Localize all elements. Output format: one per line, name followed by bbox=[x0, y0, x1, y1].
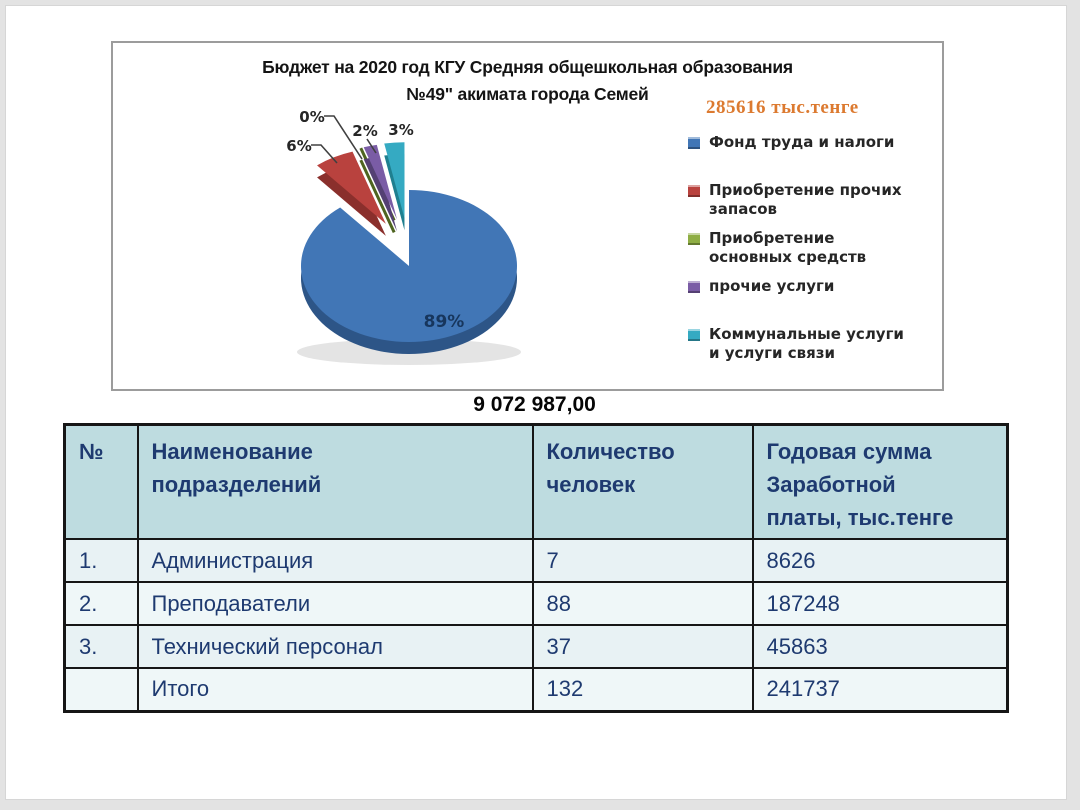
pie-slice-side bbox=[317, 163, 386, 236]
legend-label: Приобретение прочих запасов bbox=[709, 181, 902, 218]
table-cell: 241737 bbox=[751, 667, 1009, 712]
staff-table: № Наименование подразделений Количество … bbox=[63, 423, 1009, 713]
pie-slice bbox=[301, 190, 517, 342]
legend-item: Приобретение основных средств bbox=[688, 229, 918, 277]
table-cell: 37 bbox=[531, 624, 754, 669]
table-cell: 45863 bbox=[751, 624, 1009, 669]
pie-chart: 89% 6% 0% 2% 3% bbox=[286, 108, 521, 365]
pie-percent-label: 0% bbox=[299, 108, 324, 126]
table-cell: 2. bbox=[63, 581, 139, 626]
header-cell-count: Количество человек bbox=[531, 423, 754, 540]
legend-label: Фонд труда и налоги bbox=[709, 133, 895, 151]
table-cell: Итого bbox=[136, 667, 534, 712]
label-leader-line bbox=[324, 115, 363, 160]
chart-title-line2: №49" акимата города Семей bbox=[406, 84, 649, 104]
header-cell-number: № bbox=[63, 423, 139, 540]
legend-color-swatch bbox=[688, 137, 700, 149]
slide-page: Бюджет на 2020 год КГУ Средняя общешколь… bbox=[5, 5, 1067, 800]
legend-color-swatch bbox=[688, 281, 700, 293]
pie-percent-label: 3% bbox=[388, 121, 413, 139]
table-cell: 187248 bbox=[751, 581, 1009, 626]
pie-slice bbox=[384, 142, 405, 219]
pie-slice-side bbox=[363, 156, 398, 232]
legend-label: Коммунальные услуги и услуги связи bbox=[709, 325, 904, 362]
table-cell: Преподаватели bbox=[136, 581, 534, 626]
label-leader-line bbox=[366, 138, 377, 154]
legend-item: Приобретение прочих запасов bbox=[688, 181, 918, 229]
legend-label: Приобретение основных средств bbox=[709, 229, 867, 266]
pie-slice bbox=[363, 144, 398, 220]
header-cell-name: Наименование подразделений bbox=[136, 423, 534, 540]
table-cell bbox=[63, 667, 139, 712]
pie-percent-label: 2% bbox=[352, 122, 377, 140]
legend-color-swatch bbox=[688, 329, 700, 341]
pie-slice-side bbox=[359, 159, 396, 233]
legend-label: прочие услуги bbox=[709, 277, 835, 295]
staff-table-body: 1. Администрация 7 8626 2. Преподаватели 88 187… bbox=[63, 538, 1009, 712]
table-cell: 7 bbox=[531, 538, 754, 583]
legend-color-swatch bbox=[688, 185, 700, 197]
table-cell: Технический персонал bbox=[136, 624, 534, 669]
table-row: 2. Преподаватели 88 187248 bbox=[63, 581, 1009, 626]
legend-item: Фонд труда и налоги bbox=[688, 133, 918, 181]
legend-color-swatch bbox=[688, 233, 700, 245]
pie-percent-label: 89% bbox=[424, 312, 465, 332]
table-cell: 8626 bbox=[751, 538, 1009, 583]
header-cell-salary: Годовая сумма Заработной платы, тыс.тенг… bbox=[751, 423, 1009, 540]
table-cell: 3. bbox=[63, 624, 139, 669]
table-cell: Администрация bbox=[136, 538, 534, 583]
table-row: 1. Администрация 7 8626 bbox=[63, 538, 1009, 583]
pie-percent-label: 6% bbox=[286, 137, 311, 155]
table-cell: 1. bbox=[63, 538, 139, 583]
legend-item: прочие услуги bbox=[688, 277, 918, 325]
table-cell: 88 bbox=[531, 581, 754, 626]
legend-item: Коммунальные услуги и услуги связи bbox=[688, 325, 918, 373]
chart-legend: Фонд труда и налоги Приобретение прочих з… bbox=[688, 133, 918, 373]
budget-total-label: 285616 тыс.тенге bbox=[706, 97, 859, 118]
table-row: Итого 132 241737 bbox=[63, 667, 1009, 712]
table-row: 3. Технический персонал 37 45863 bbox=[63, 624, 1009, 669]
table-cell: 132 bbox=[531, 667, 754, 712]
chart-panel: Бюджет на 2020 год КГУ Средняя общешколь… bbox=[111, 41, 944, 391]
grand-total: 9 072 987,00 bbox=[473, 393, 596, 416]
chart-title: Бюджет на 2020 год КГУ Средняя общешколь… bbox=[113, 54, 942, 108]
chart-title-line1: Бюджет на 2020 год КГУ Средняя общешколь… bbox=[262, 57, 793, 77]
table-header-row: № Наименование подразделений Количество … bbox=[63, 423, 1009, 540]
pie-slice bbox=[317, 151, 386, 224]
label-leader-line bbox=[311, 144, 338, 164]
